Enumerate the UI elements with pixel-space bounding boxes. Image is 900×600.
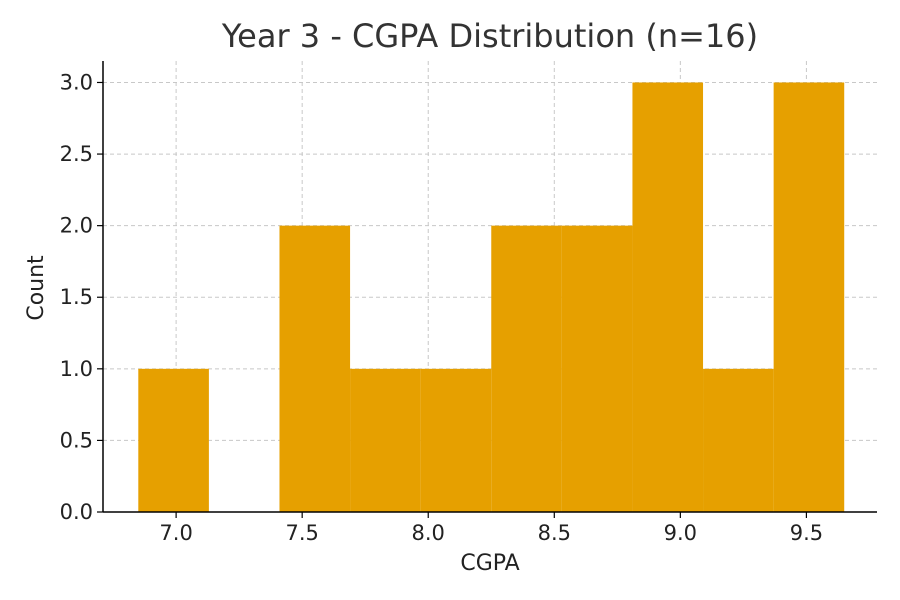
x-tick-label: 9.0	[664, 521, 697, 545]
y-tick-label: 3.0	[60, 70, 93, 94]
y-tick-label: 2.0	[60, 214, 93, 238]
y-tick-label: 0.5	[60, 428, 93, 452]
x-tick-label: 7.5	[285, 521, 318, 545]
histogram-bar	[138, 368, 209, 512]
axes	[102, 61, 877, 513]
x-tick-label: 8.0	[412, 521, 445, 545]
y-ticks: 0.0 0.5 1.0 1.5 2.0 2.5 3.0	[60, 70, 103, 524]
histogram-bar	[561, 225, 633, 512]
histogram-bar	[491, 225, 562, 512]
chart-title: Year 3 - CGPA Distribution (n=16)	[221, 17, 758, 55]
histogram-bar	[279, 225, 351, 512]
x-ticks: 7.0 7.5 8.0 8.5 9.0 9.5	[159, 512, 823, 545]
histogram-bar	[420, 368, 492, 512]
x-tick-label: 9.5	[790, 521, 823, 545]
y-tick-label: 1.0	[60, 357, 93, 381]
x-tick-label: 8.5	[538, 521, 571, 545]
y-tick-label: 2.5	[60, 142, 93, 166]
y-tick-label: 1.5	[60, 285, 93, 309]
histogram-bar	[350, 368, 421, 512]
histogram-bar	[703, 368, 774, 512]
histogram-bar	[632, 82, 704, 512]
bars	[138, 82, 845, 512]
x-tick-label: 7.0	[159, 521, 192, 545]
y-tick-label: 0.0	[60, 500, 93, 524]
x-axis-label: CGPA	[460, 551, 519, 576]
y-axis-label: Count	[24, 255, 49, 321]
histogram-bar	[773, 82, 845, 512]
